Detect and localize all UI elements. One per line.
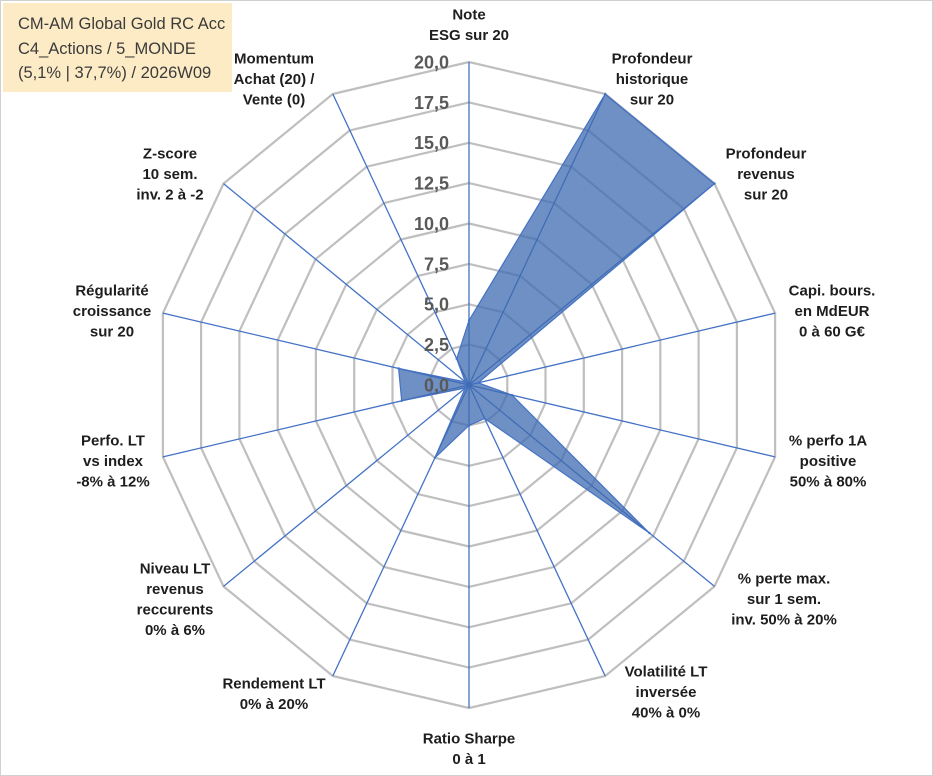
axis-label-line: positive [800,453,857,470]
axis-label-line: 0% à 6% [145,622,205,639]
axis-label-line: vs index [83,453,144,470]
axis-label: % perte max. sur 1 sem. inv. 50% à 20% [731,570,837,628]
data-point [467,424,471,427]
fund-stats-week: (5,1% | 37,7%) / 2026W09 [18,64,212,82]
axis-label: Capi. bours. en MdEUR 0 à 60 G€ [789,282,876,340]
data-point [648,531,651,535]
axis-label-line: Note [452,6,485,23]
axis-label-line: inv. 50% à 20% [731,611,837,628]
fund-name: CM-AM Global Gold RC Acc [18,15,226,33]
axis-spoke [332,93,470,386]
axis-label-line: reccurents [137,601,214,618]
data-point [604,92,607,96]
data-point [483,417,486,420]
axis-label: Profondeur historique sur 20 [612,50,693,108]
axis-label-line: sur 20 [90,323,134,340]
axis-label: Momentum Achat (20) / Vente (0) [234,50,316,108]
data-point [713,182,716,185]
axis-label-line: 0 à 60 G€ [799,323,866,340]
tick-label: 15,0 [414,133,449,153]
value-axis-ticks: 0,0 2,5 5,0 7,5 10,0 12,5 15,0 17,5 20,0 [414,52,449,395]
axis-label-line: 10 sem. [142,166,197,183]
data-point [464,386,467,390]
tick-label: 17,5 [414,93,449,113]
axis-label-line: sur 20 [630,91,674,108]
tick-label: 0,0 [424,375,449,395]
axis-spoke [468,384,776,458]
axis-label: Niveau LT revenus reccurents 0% à 6% [137,560,214,639]
data-point [477,381,480,384]
data-point [397,367,400,370]
axis-label: Perfo. LT vs index -8% à 12% [76,432,149,490]
axis-label-line: Profondeur [726,145,807,162]
axis-label-line: ESG sur 20 [429,27,509,44]
axis-label-line: Vente (0) [243,91,306,108]
axis-label-line: Perfo. LT [81,432,145,449]
axis-label: Z-score 10 sem. inv. 2 à -2 [136,145,203,203]
data-point [455,357,458,360]
axis-label-line: revenus [737,166,795,183]
axis-label: Note ESG sur 20 [429,6,509,44]
axis-label-line: -8% à 12% [76,473,149,490]
axis-label: Régularité croissance sur 20 [73,282,151,340]
axis-label: Rendement LT 0% à 20% [222,675,325,713]
axis-label-line: Rendement LT [222,675,325,692]
data-point [400,399,403,402]
data-point [464,380,467,384]
tick-label: 12,5 [414,174,449,194]
axis-label-line: Ratio Sharpe [423,730,516,747]
axis-label-line: Volatilité LT [625,663,708,680]
axis-label-line: Profondeur [612,50,693,67]
tick-label: 10,0 [414,214,449,234]
axis-label: Profondeur revenus sur 20 [726,145,807,203]
data-point [467,319,471,322]
category-labels: Note ESG sur 20 Profondeur historique sur 20… [73,6,876,768]
axis-spoke [223,183,470,386]
axis-label-line: % perte max. [738,570,831,587]
axis-label-line: inv. 2 à -2 [136,186,203,203]
axis-spoke [468,312,776,386]
axis-label: % perfo 1A positive 50% à 80% [789,432,868,490]
axis-label-line: Achat (20) / [234,71,316,88]
tick-label: 5,0 [424,295,449,315]
axis-label-line: 50% à 80% [790,473,867,490]
axis-label-line: 40% à 0% [632,704,700,721]
tick-label: 20,0 [414,52,449,72]
axis-label-line: inversée [636,684,697,701]
axis-label-line: sur 1 sem. [747,591,821,608]
axis-spoke [468,384,606,677]
tick-label: 2,5 [424,335,449,355]
axis-label-line: Capi. bours. [789,282,876,299]
axis-label: Volatilité LT inversée 40% à 0% [625,663,708,721]
axis-label-line: Z-score [143,145,197,162]
series [397,92,716,535]
axis-label-line: 0 à 1 [452,751,485,768]
axis-label-line: Momentum [234,50,314,67]
tick-label: 7,5 [424,254,449,274]
fund-category: C4_Actions / 5_MONDE [18,39,196,58]
title-box: CM-AM Global Gold RC Acc C4_Actions / 5_… [3,3,232,92]
axis-label-line: sur 20 [744,186,788,203]
data-point [433,456,437,459]
data-point [510,393,514,397]
axis-label-line: 0% à 20% [240,696,308,713]
axis-label-line: historique [616,71,689,88]
axis-label-line: en MdEUR [795,303,870,320]
axis-label-line: Régularité [75,282,148,299]
axis-label-line: % perfo 1A [789,432,868,449]
axis-spoke [223,384,470,587]
axis-label-line: croissance [73,303,151,320]
axis-label-line: revenus [146,581,204,598]
axis-label-line: Niveau LT [140,560,211,577]
axis-label: Ratio Sharpe 0 à 1 [423,730,516,768]
